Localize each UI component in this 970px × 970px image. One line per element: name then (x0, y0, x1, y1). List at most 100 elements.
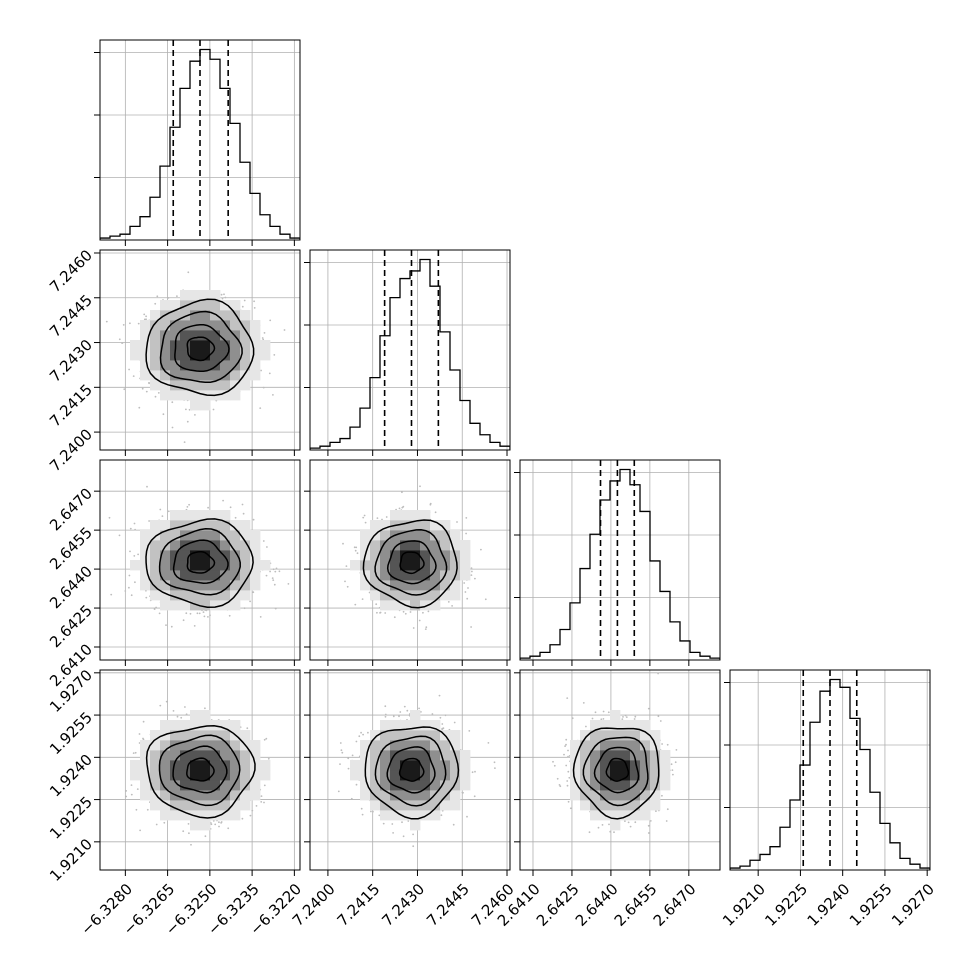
scatter-point (196, 612, 199, 615)
density-bin (400, 510, 411, 521)
scatter-point (137, 322, 140, 325)
scatter-point (418, 619, 421, 622)
density-bin (190, 340, 201, 351)
density-bin (150, 780, 161, 791)
scatter-point (465, 517, 468, 519)
density-bin (220, 560, 231, 571)
density-bin (210, 570, 221, 581)
scatter-point (401, 491, 403, 494)
density-bin (190, 290, 201, 301)
density-bin (250, 330, 261, 341)
density-bin (230, 580, 241, 591)
scatter-point (376, 517, 379, 519)
scatter-point (129, 322, 131, 325)
density-bin (180, 310, 191, 321)
scatter-point (246, 727, 249, 730)
density-bin (190, 390, 201, 401)
scatter-point (419, 485, 421, 488)
density-bin (220, 780, 231, 791)
density-bin (160, 770, 171, 781)
density-bin (180, 570, 191, 581)
scatter-point (135, 808, 138, 811)
density-bin (180, 390, 191, 401)
scatter-point (128, 574, 131, 577)
density-bin (440, 520, 451, 531)
density-bin (170, 590, 181, 601)
scatter-point (194, 414, 196, 416)
density-bin (150, 570, 161, 581)
scatter-point (259, 407, 262, 409)
density-bin (200, 810, 211, 821)
density-bin (210, 790, 221, 801)
scatter-point (252, 518, 255, 521)
density-bin (370, 580, 381, 591)
density-bin (240, 350, 251, 361)
density-bin (200, 720, 211, 731)
density-bin (190, 300, 201, 311)
density-bin (380, 520, 391, 531)
density-bin (140, 360, 151, 371)
panel-3-0 (94, 669, 301, 876)
density-bin (360, 560, 371, 571)
scatter-point (259, 616, 262, 618)
density-bin (390, 510, 401, 521)
density-bin (180, 350, 191, 361)
density-bin (220, 600, 231, 611)
scatter-point (447, 601, 450, 603)
density-bin (240, 800, 251, 811)
density-bin (240, 570, 251, 581)
density-bin (240, 730, 251, 741)
scatter-point (118, 534, 121, 537)
density-bin (380, 530, 391, 541)
scatter-point (354, 603, 357, 606)
contour-2 (159, 310, 243, 384)
scatter-point (185, 612, 188, 615)
density-bin (210, 300, 221, 311)
scatter-point (355, 546, 358, 549)
density-bin (190, 560, 201, 571)
density-bin (160, 720, 171, 731)
scatter-point (263, 784, 266, 787)
density-bin (160, 550, 171, 561)
scatter-point (241, 305, 244, 308)
scatter-point (145, 315, 148, 318)
density-bin (430, 520, 441, 531)
scatter-point (287, 583, 290, 585)
scatter-point (154, 302, 157, 305)
density-bin (430, 570, 441, 581)
scatter-point (260, 801, 263, 803)
density-bin (260, 770, 271, 781)
density-bin (440, 550, 451, 561)
density-bin (250, 350, 261, 361)
scatter-point (273, 583, 276, 586)
scatter-point (263, 801, 265, 804)
scatter-point (456, 521, 458, 523)
scatter-point (218, 821, 220, 824)
density-bin (460, 550, 471, 561)
scatter-point (381, 518, 383, 521)
density-bin (200, 400, 211, 411)
scatter-point (202, 611, 205, 613)
scatter-point (361, 598, 364, 600)
density-bin (160, 330, 171, 341)
contour-3 (362, 519, 458, 609)
density-bin (390, 540, 401, 551)
density-bin (210, 580, 221, 591)
density-bin (180, 740, 191, 751)
density-bin (240, 760, 251, 771)
scatter-point (253, 307, 256, 309)
density-bin (190, 800, 201, 811)
scatter-point (163, 821, 166, 824)
density-bin (450, 540, 461, 551)
scatter-point (212, 408, 215, 411)
scatter-point (110, 593, 113, 596)
density-bin (170, 580, 181, 591)
scatter-point (171, 426, 174, 429)
panel-frame (309, 459, 511, 661)
density-bin (160, 580, 171, 591)
density-bin (440, 530, 451, 541)
density-bin (240, 310, 251, 321)
density-bin (210, 320, 221, 331)
density-bin (180, 510, 191, 521)
scatter-point (471, 570, 473, 573)
